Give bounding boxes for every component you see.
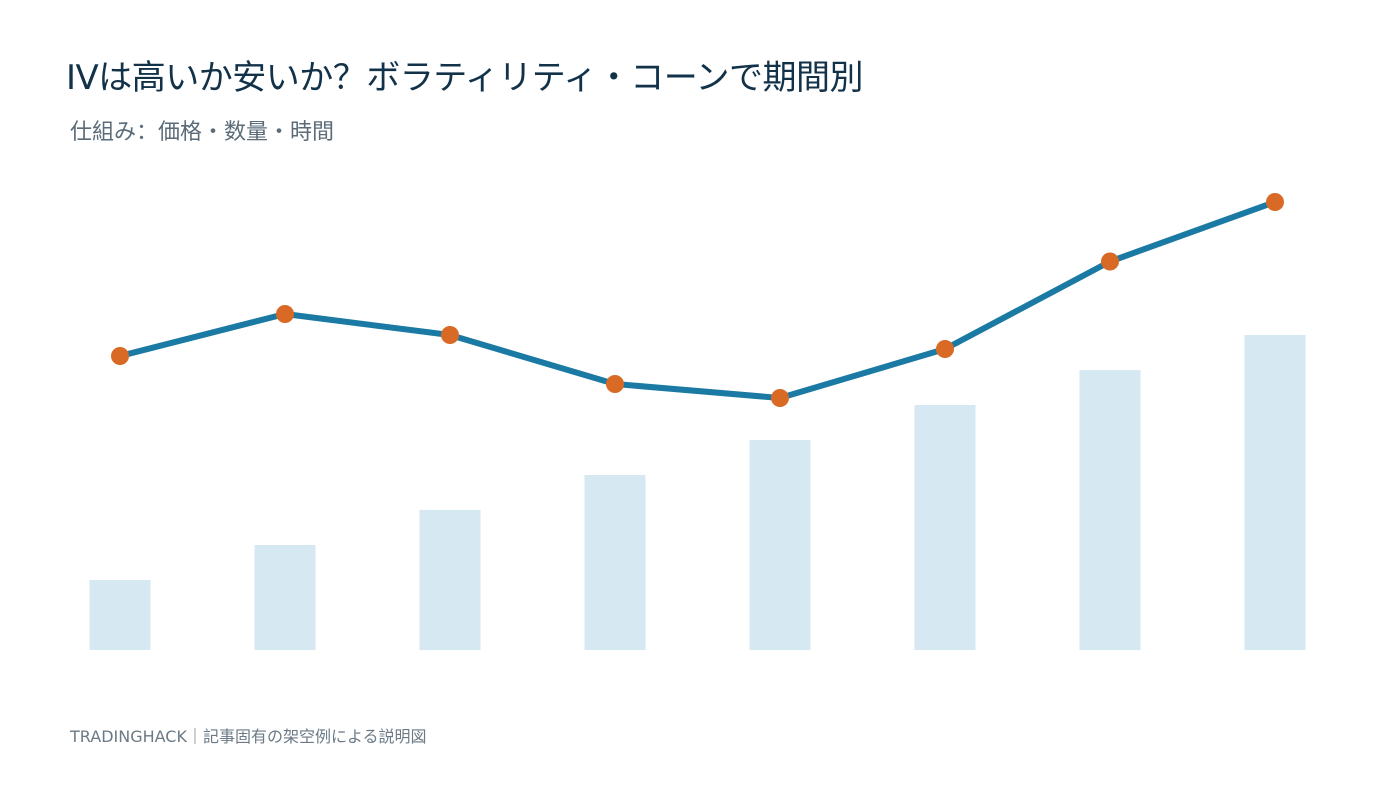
bar-4 [584,475,646,650]
line-point-8 [1266,193,1284,211]
chart-title: IVは高いか安いか？ボラティリティ・コーンで期間別 [66,58,864,98]
line-point-4 [606,375,624,393]
line-point-2 [276,305,294,323]
line-series [117,199,1278,401]
bar-6 [914,405,976,650]
line-point-1 [111,347,129,365]
bar-series [89,335,1306,650]
line-point-3 [441,326,459,344]
footer-credit: TRADINGHACK｜記事固有の架空例による説明図 [70,727,427,746]
line-point-6 [936,340,954,358]
chart-subtitle: 仕組み：価格・数量・時間 [70,120,335,145]
bar-8 [1244,335,1306,650]
bar-3 [419,510,481,650]
line-point-7 [1101,252,1119,271]
line-point-5 [771,389,789,407]
bar-1 [89,580,151,650]
line-path [117,199,1278,401]
bar-7 [1079,370,1141,650]
bar-5 [749,440,811,650]
line-markers [111,193,1284,407]
bar-2 [254,545,316,650]
